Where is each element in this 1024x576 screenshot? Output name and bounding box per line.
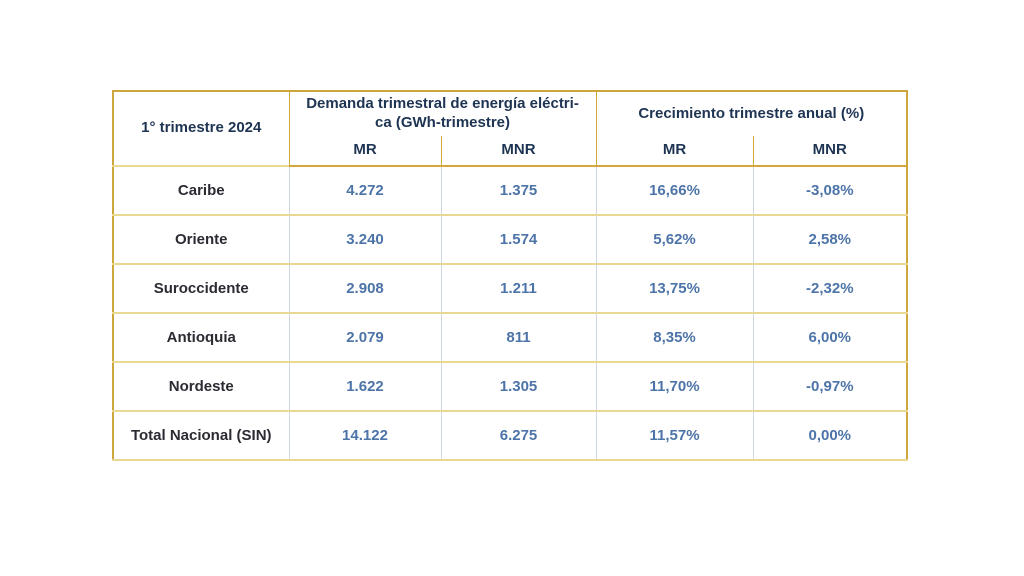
demand-group-title-line2: ca (GWh-trimestre) — [374, 114, 511, 131]
region-cell: Nordeste — [112, 361, 290, 412]
region-cell: Caribe — [112, 165, 290, 216]
demand-group-header: Demanda trimestral de energía eléctri- c… — [288, 90, 597, 136]
demand-mr-cell: 3.240 — [288, 214, 442, 265]
demand-mr-cell: 2.079 — [288, 312, 442, 363]
growth-mr-cell: 13,75% — [595, 263, 754, 314]
demand-group-title-line1: Demanda trimestral de energía eléctri- — [306, 95, 579, 113]
growth-mnr-cell: 0,00% — [752, 410, 908, 461]
table-row-nordeste: Nordeste 1.622 1.305 11,70% -0,97% — [112, 361, 908, 412]
subheader-growth-mr: MR — [595, 136, 754, 167]
table-row-caribe: Caribe 4.272 1.375 16,66% -3,08% — [112, 165, 908, 216]
region-cell: Antioquia — [112, 312, 290, 363]
subheader-demand-mnr: MNR — [440, 136, 597, 167]
demand-mnr-cell: 811 — [440, 312, 597, 363]
table-header: 1° trimestre 2024 Demanda trimestral de … — [112, 90, 908, 167]
table-row-oriente: Oriente 3.240 1.574 5,62% 2,58% — [112, 214, 908, 265]
demand-mnr-cell: 1.574 — [440, 214, 597, 265]
region-cell: Suroccidente — [112, 263, 290, 314]
demand-mnr-cell: 1.305 — [440, 361, 597, 412]
table-row-antioquia: Antioquia 2.079 811 8,35% 6,00% — [112, 312, 908, 363]
demand-mnr-cell: 6.275 — [440, 410, 597, 461]
table-row-suroccidente: Suroccidente 2.908 1.211 13,75% -2,32% — [112, 263, 908, 314]
subheader-demand-mr: MR — [288, 136, 442, 167]
growth-mnr-cell: 2,58% — [752, 214, 908, 265]
subheader-growth-mnr: MNR — [752, 136, 908, 167]
growth-mr-cell: 11,70% — [595, 361, 754, 412]
growth-mr-cell: 16,66% — [595, 165, 754, 216]
energy-demand-table: 1° trimestre 2024 Demanda trimestral de … — [112, 90, 909, 461]
growth-mr-cell: 11,57% — [595, 410, 754, 461]
growth-mr-cell: 8,35% — [595, 312, 754, 363]
table-row-total-nacional: Total Nacional (SIN) 14.122 6.275 11,57%… — [112, 410, 908, 461]
region-cell: Oriente — [112, 214, 290, 265]
demand-mnr-cell: 1.211 — [440, 263, 597, 314]
growth-group-header: Crecimiento trimestre anual (%) — [595, 90, 908, 136]
demand-mr-cell: 14.122 — [288, 410, 442, 461]
demand-mnr-cell: 1.375 — [440, 165, 597, 216]
region-cell: Total Nacional (SIN) — [112, 410, 290, 461]
demand-mr-cell: 1.622 — [288, 361, 442, 412]
growth-mnr-cell: 6,00% — [752, 312, 908, 363]
growth-mnr-cell: -0,97% — [752, 361, 908, 412]
growth-mnr-cell: -3,08% — [752, 165, 908, 216]
demand-mr-cell: 2.908 — [288, 263, 442, 314]
growth-mr-cell: 5,62% — [595, 214, 754, 265]
corner-header-quarter: 1° trimestre 2024 — [112, 90, 290, 166]
table-body: Caribe 4.272 1.375 16,66% -3,08% Oriente… — [112, 165, 908, 461]
growth-mnr-cell: -2,32% — [752, 263, 908, 314]
demand-mr-cell: 4.272 — [288, 165, 442, 216]
